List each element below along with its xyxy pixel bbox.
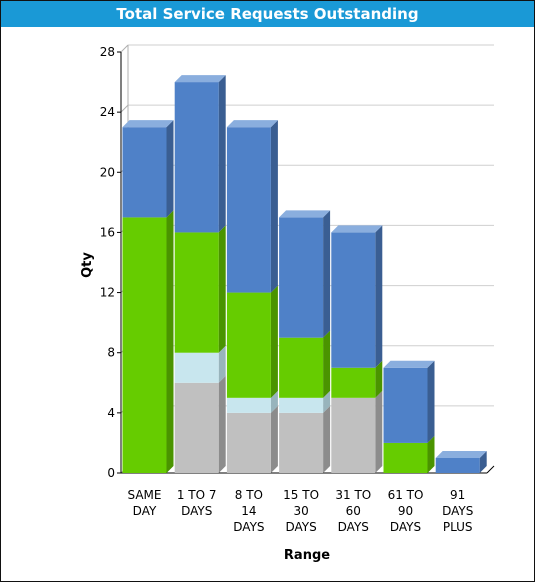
y-axis-label: Qty	[80, 252, 95, 278]
bar-side	[375, 390, 383, 473]
bar-side	[218, 375, 226, 473]
y-depth-line	[120, 104, 129, 113]
bar-side	[218, 225, 226, 353]
y-tick-label: 12	[100, 286, 115, 300]
bar-side	[270, 285, 278, 398]
bar-segment	[174, 375, 226, 473]
bar	[331, 367, 376, 398]
bar-segment	[226, 285, 278, 398]
x-tick-label: 91 DAYS PLUS	[442, 488, 473, 534]
bar	[174, 352, 219, 383]
bar	[174, 382, 219, 473]
bar	[279, 412, 324, 473]
bar	[122, 127, 167, 218]
bar-segment	[279, 330, 331, 398]
bar	[279, 397, 324, 413]
bars	[122, 75, 487, 473]
bar	[226, 397, 271, 413]
bar	[174, 232, 219, 353]
y-tick-label: 0	[107, 466, 115, 480]
bar	[226, 127, 271, 293]
bar	[331, 397, 376, 473]
bar	[383, 442, 428, 473]
x-axis-label: Range	[284, 548, 330, 563]
y-tick-label: 4	[107, 406, 115, 420]
bar	[279, 217, 324, 338]
bar-segment	[383, 435, 435, 473]
bar-segment	[122, 210, 174, 473]
bar-top	[122, 120, 174, 128]
x-tick-label: SAME DAY	[128, 488, 162, 518]
x-axis-depth-line	[486, 465, 495, 474]
y-tick-label: 16	[100, 225, 115, 239]
bar-top	[331, 225, 383, 233]
bar-side	[270, 390, 278, 413]
bar-top	[226, 120, 278, 128]
y-tick-label: 28	[100, 45, 115, 59]
bar-segment	[174, 345, 226, 383]
bar-side	[375, 225, 383, 368]
bar-segment	[174, 75, 226, 233]
bar-side	[427, 360, 435, 443]
bar-top	[174, 75, 226, 83]
y-tick-label: 24	[100, 105, 115, 119]
x-tick-label: 15 TO 30 DAYS	[283, 488, 319, 534]
bar-segment	[174, 225, 226, 353]
bar-segment	[279, 390, 331, 413]
bar	[331, 232, 376, 368]
bar-side	[323, 390, 331, 413]
bar-top	[383, 360, 435, 368]
bar-segment	[279, 210, 331, 338]
bar-segment	[331, 225, 383, 368]
bar-segment	[331, 360, 383, 398]
bar-side	[270, 120, 278, 293]
bar-side	[166, 120, 174, 218]
x-tick-label: 8 TO 14 DAYS	[233, 488, 264, 534]
bar-side	[427, 435, 435, 473]
bar-segment	[435, 450, 487, 473]
x-tick-labels: SAME DAY 1 TO 7 DAYS 8 TO 14 DAYS 15 TO 30 DAYS 31…	[128, 488, 474, 534]
x-tick-label: 1 TO 7 DAYS	[177, 488, 217, 518]
bar-segment	[226, 405, 278, 473]
bar	[226, 292, 271, 398]
bar	[279, 337, 324, 398]
y-tick-labels: 0 4 8 12 16 20 24 28	[100, 45, 115, 480]
bar	[435, 457, 480, 473]
bar-top	[435, 450, 487, 458]
y-tick-label: 8	[107, 346, 115, 360]
x-tick-label: 61 TO 90 DAYS	[388, 488, 424, 534]
bar-side	[166, 210, 174, 473]
bar-side	[218, 75, 226, 233]
bar-segment	[331, 390, 383, 473]
bar-top	[279, 210, 331, 218]
bar-segment	[279, 405, 331, 473]
bar-side	[270, 405, 278, 473]
bar	[122, 217, 167, 473]
bar-side	[479, 450, 487, 473]
chart-title: Total Service Requests Outstanding	[1, 1, 534, 27]
y-tick-label: 20	[100, 165, 115, 179]
bar-side	[323, 405, 331, 473]
x-tick-label: 31 TO 60 DAYS	[335, 488, 371, 534]
bar-side	[323, 210, 331, 338]
bar-side	[375, 360, 383, 398]
bar-segment	[383, 360, 435, 443]
bar	[226, 412, 271, 473]
bar-segment	[226, 120, 278, 293]
bar	[383, 367, 428, 443]
bar-side	[218, 345, 226, 383]
bar-segment	[122, 120, 174, 218]
bar	[174, 82, 219, 233]
y-depth-line	[120, 44, 129, 53]
bar-side	[323, 330, 331, 398]
bar-segment	[226, 390, 278, 413]
